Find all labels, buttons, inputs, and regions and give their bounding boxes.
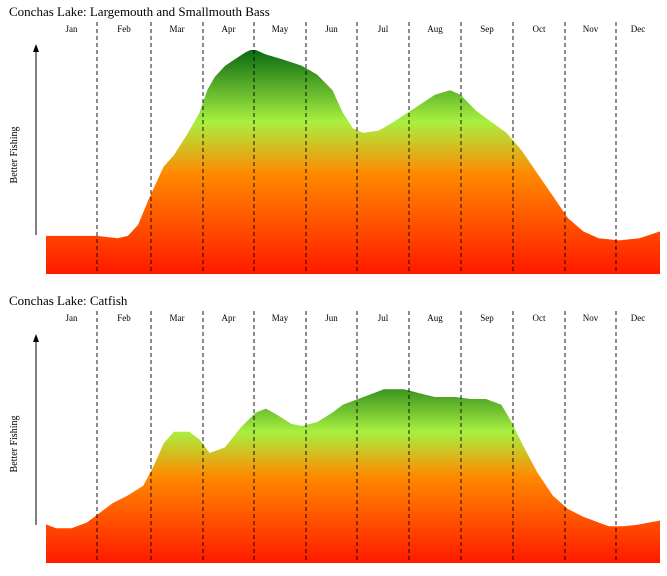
month-label: Jun (325, 313, 338, 323)
y-axis-arrow-head (33, 44, 39, 52)
month-label: Nov (583, 24, 599, 34)
y-axis-arrow-head (33, 334, 39, 342)
month-label: Jan (66, 24, 78, 34)
month-label: Oct (533, 24, 546, 34)
month-label: May (272, 24, 289, 34)
month-label: Nov (583, 313, 599, 323)
plot-area: Jan Feb Mar Apr May Jun Jul Aug Sep Oct Nov Dec (46, 311, 660, 563)
area-series (46, 389, 660, 563)
month-label: Dec (631, 313, 646, 323)
month-label: Apr (222, 24, 236, 34)
month-label: Sep (480, 24, 494, 34)
month-label: Dec (631, 24, 646, 34)
month-label: Mar (170, 24, 185, 34)
month-label: Jul (378, 313, 389, 323)
chart-catfish: Conchas Lake: Catfish Better Fishing Jan… (9, 293, 660, 563)
y-axis: Better Fishing (9, 44, 39, 235)
y-axis-label: Better Fishing (9, 127, 20, 184)
chart-bass: Conchas Lake: Largemouth and Smallmouth … (9, 4, 660, 274)
month-label: Sep (480, 313, 494, 323)
y-axis-label: Better Fishing (9, 416, 20, 473)
month-label: Oct (533, 313, 546, 323)
month-label: Aug (427, 24, 443, 34)
month-label: Feb (117, 313, 131, 323)
chart-title: Conchas Lake: Largemouth and Smallmouth … (9, 4, 270, 19)
month-label: May (272, 313, 289, 323)
month-label: Apr (222, 313, 236, 323)
y-axis: Better Fishing (9, 334, 39, 525)
chart-title: Conchas Lake: Catfish (9, 293, 128, 308)
month-label: Aug (427, 313, 443, 323)
month-label: Jul (378, 24, 389, 34)
month-label: Jun (325, 24, 338, 34)
month-label: Feb (117, 24, 131, 34)
area-series (46, 50, 660, 274)
month-label: Jan (66, 313, 78, 323)
month-label: Mar (170, 313, 185, 323)
plot-area: Jan Feb Mar Apr May Jun Jul Aug Sep Oct Nov Dec (46, 22, 660, 274)
